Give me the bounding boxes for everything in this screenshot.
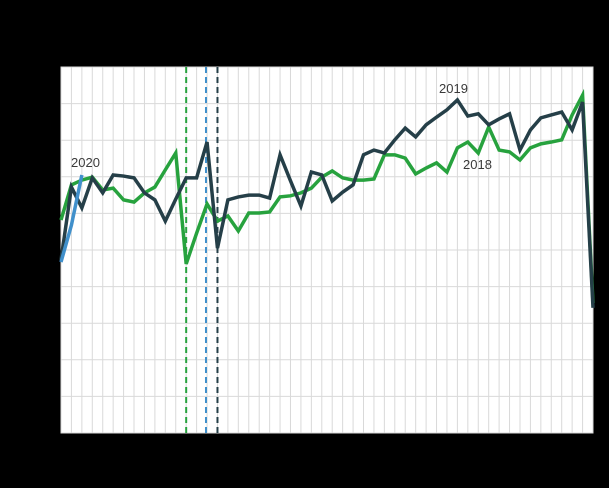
series-label-2019: 2019 — [439, 81, 468, 96]
series-line-2018 — [59, 88, 595, 304]
series-line-2019 — [59, 97, 595, 308]
series-label-2020: 2020 — [71, 155, 100, 170]
series-line-2020 — [59, 174, 84, 263]
series-label-2018: 2018 — [463, 157, 492, 172]
